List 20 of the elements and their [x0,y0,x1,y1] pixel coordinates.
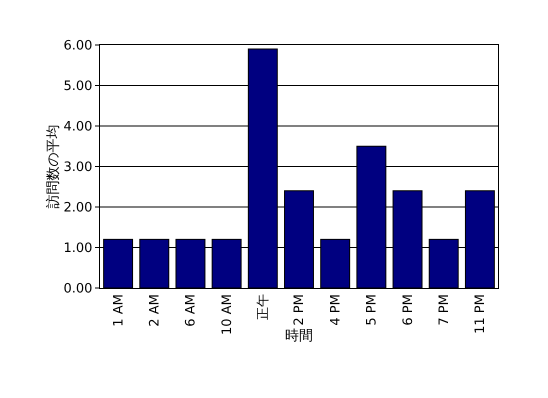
x-tick-label: 11 PM [473,294,488,334]
y-tick-label: 6.00 [63,38,92,54]
y-tick-label: 5.00 [63,79,92,94]
x-tick-label: 6 PM [400,294,416,326]
x-tick-label: 4 PM [328,294,344,326]
y-axis-title: 訪問数の平均 [45,124,62,208]
x-tick-label: 2 AM [147,294,162,327]
x-tick-label: 5 PM [364,294,380,326]
x-tick-label: 10 AM [220,294,235,335]
x-tick-label: 2 PM [292,294,308,326]
y-tick-label: 2.00 [63,200,92,216]
x-tick-label: 7 PM [436,294,452,326]
y-tick-label: 0.00 [63,282,92,297]
x-tick-label: 6 AM [184,294,199,327]
y-tick-label: 1.00 [63,241,92,256]
x-axis-title: 時間 [285,328,313,344]
y-tick-label: 4.00 [63,120,92,135]
y-tick-label: 3.00 [63,160,92,176]
x-tick-label: 1 AM [111,294,126,327]
x-tick-label: 正午 [256,294,272,320]
